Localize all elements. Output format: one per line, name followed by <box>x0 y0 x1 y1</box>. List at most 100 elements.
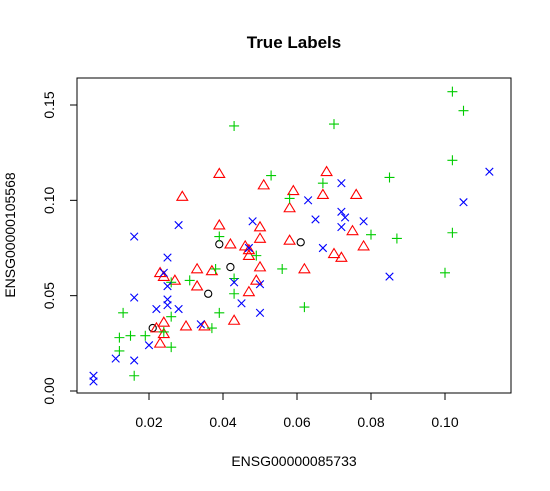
point-circle <box>204 289 213 298</box>
point-triangle <box>224 237 237 249</box>
x-tick-label: 0.08 <box>357 414 384 430</box>
point-x <box>385 272 394 281</box>
point-plus <box>206 323 217 334</box>
point-x <box>337 178 346 188</box>
point-plus <box>125 330 136 341</box>
point-plus <box>447 86 458 97</box>
x-tick-label: 0.04 <box>209 414 236 430</box>
point-x <box>248 217 257 226</box>
point-x <box>237 299 246 308</box>
point-triangle <box>242 285 256 297</box>
point-triangle <box>253 232 267 243</box>
point-x <box>196 320 205 329</box>
point-triangle <box>190 279 204 291</box>
point-plus <box>210 263 221 274</box>
point-plus <box>129 370 140 381</box>
point-plus <box>118 307 129 318</box>
x-tick-label: 0.06 <box>283 414 310 430</box>
point-triangle <box>283 234 296 245</box>
point-triangle <box>283 201 296 213</box>
point-circle <box>226 262 235 272</box>
point-triangle <box>168 274 182 285</box>
point-x <box>340 213 350 222</box>
point-plus <box>166 342 177 353</box>
point-triangle <box>253 220 267 232</box>
y-axis: 0.00 0.05 0.10 0.15 <box>41 91 78 405</box>
point-x <box>163 281 172 291</box>
point-x <box>485 167 494 176</box>
point-triangle <box>253 260 267 272</box>
y-tick-label: 0.00 <box>41 377 57 404</box>
point-plus <box>166 311 177 322</box>
y-tick-label: 0.05 <box>41 282 57 309</box>
point-triangle <box>327 247 341 259</box>
x-tick-label: 0.10 <box>431 414 458 430</box>
y-axis-title: ENSG00000105568 <box>2 172 18 298</box>
point-plus <box>317 178 328 189</box>
point-x <box>459 198 468 207</box>
point-plus <box>384 172 395 183</box>
point-triangle <box>157 316 171 327</box>
point-plus <box>284 193 295 204</box>
point-x <box>152 304 161 314</box>
point-triangle <box>212 167 226 178</box>
point-triangle <box>242 243 256 255</box>
point-triangle <box>175 190 189 201</box>
point-triangle <box>286 184 300 196</box>
point-plus <box>458 105 469 116</box>
point-triangle <box>205 264 219 276</box>
point-x <box>303 196 313 205</box>
point-triangle <box>316 188 330 199</box>
x-axis-title: ENSG00000085733 <box>231 453 357 469</box>
point-triangle <box>349 188 363 199</box>
point-plus <box>184 275 195 286</box>
point-plus <box>329 119 339 130</box>
point-triangle <box>320 165 333 177</box>
point-triangle <box>190 262 204 274</box>
point-plus <box>214 307 225 318</box>
point-plus <box>251 250 262 261</box>
point-plus <box>447 155 458 166</box>
point-plus <box>229 288 240 299</box>
point-x <box>174 304 183 314</box>
point-x <box>159 268 168 277</box>
point-triangle <box>150 321 163 333</box>
point-x <box>255 308 265 318</box>
point-x <box>130 293 139 302</box>
point-x <box>174 220 183 230</box>
point-triangle <box>242 249 256 260</box>
point-triangle <box>212 218 226 230</box>
point-plus <box>277 263 288 274</box>
point-x <box>163 301 172 310</box>
point-x <box>144 341 154 350</box>
point-plus <box>229 120 240 131</box>
point-plus <box>299 302 310 313</box>
point-triangle <box>335 251 348 262</box>
point-circle <box>215 240 224 249</box>
point-plus <box>447 227 458 238</box>
point-plus <box>114 345 125 356</box>
point-x <box>311 215 320 224</box>
point-triangle <box>227 314 241 325</box>
point-plus <box>266 170 277 181</box>
data-points <box>89 86 494 386</box>
point-circle <box>296 238 305 247</box>
point-plus <box>391 233 402 244</box>
point-triangle <box>153 337 167 348</box>
point-x <box>255 280 265 289</box>
point-x <box>163 253 172 262</box>
point-triangle <box>179 319 193 331</box>
y-tick-label: 0.15 <box>41 91 57 118</box>
point-x <box>359 217 368 226</box>
point-triangle <box>346 224 359 236</box>
point-plus <box>114 332 125 343</box>
point-x <box>244 243 254 253</box>
point-triangle <box>357 239 370 251</box>
point-triangle <box>298 262 311 274</box>
chart-title: True Labels <box>247 33 341 52</box>
point-plus <box>140 330 151 341</box>
x-tick-label: 0.02 <box>135 414 162 430</box>
point-plus <box>366 229 376 240</box>
